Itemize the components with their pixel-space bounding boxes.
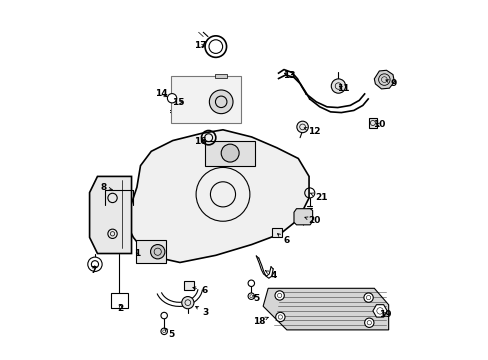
Bar <box>215 74 227 78</box>
Circle shape <box>150 244 164 259</box>
Text: 1: 1 <box>134 249 140 258</box>
Text: 13: 13 <box>282 71 295 80</box>
Polygon shape <box>373 70 394 89</box>
Text: 19: 19 <box>379 310 391 319</box>
Circle shape <box>161 312 167 319</box>
Circle shape <box>247 293 254 300</box>
Text: 5: 5 <box>164 328 174 339</box>
Polygon shape <box>89 176 131 253</box>
Text: 7: 7 <box>90 266 97 275</box>
Text: 6: 6 <box>192 286 208 295</box>
Text: 8: 8 <box>101 183 112 192</box>
Text: 3: 3 <box>195 306 208 317</box>
Circle shape <box>221 144 239 162</box>
Text: 16: 16 <box>194 138 206 147</box>
Circle shape <box>247 280 254 287</box>
Bar <box>171 76 241 123</box>
Circle shape <box>182 297 194 309</box>
Polygon shape <box>263 288 388 330</box>
Polygon shape <box>126 130 308 262</box>
Circle shape <box>363 293 372 302</box>
Text: 10: 10 <box>372 120 385 129</box>
Text: 11: 11 <box>336 84 348 93</box>
Text: 4: 4 <box>265 271 277 280</box>
Circle shape <box>167 94 176 103</box>
Circle shape <box>209 90 233 114</box>
Bar <box>271 228 281 237</box>
Text: 18: 18 <box>252 317 267 326</box>
Bar <box>368 118 376 129</box>
Circle shape <box>275 312 285 321</box>
Circle shape <box>161 328 167 334</box>
Text: 12: 12 <box>304 127 320 136</box>
Text: 5: 5 <box>252 294 259 303</box>
Polygon shape <box>293 209 312 225</box>
Circle shape <box>274 291 284 300</box>
Bar <box>110 293 128 308</box>
Bar <box>184 282 194 290</box>
Circle shape <box>88 257 102 271</box>
Circle shape <box>364 318 373 327</box>
Text: 2: 2 <box>118 303 123 312</box>
Text: 14: 14 <box>155 89 167 98</box>
Text: 6: 6 <box>277 234 289 246</box>
Text: 9: 9 <box>385 79 396 88</box>
Bar <box>204 140 255 166</box>
Polygon shape <box>136 240 166 263</box>
Text: 21: 21 <box>309 193 327 202</box>
Text: 15: 15 <box>172 98 184 107</box>
Text: 17: 17 <box>194 41 206 50</box>
Circle shape <box>330 79 345 93</box>
Text: 20: 20 <box>304 216 320 225</box>
Circle shape <box>296 121 308 133</box>
